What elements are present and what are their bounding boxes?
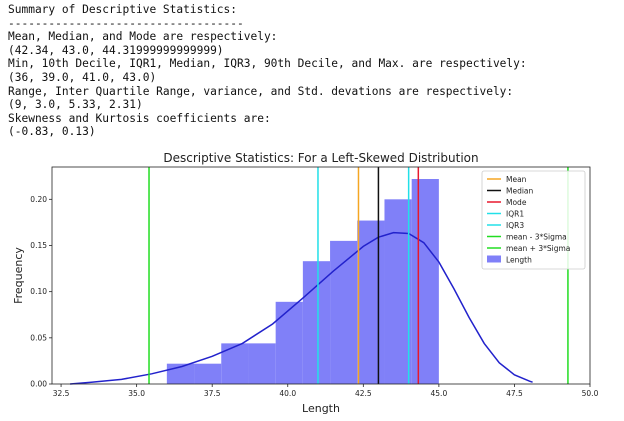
x-axis-label: Length	[302, 402, 340, 415]
chart-title: Descriptive Statistics: For a Left-Skewe…	[163, 151, 478, 165]
console-output: Summary of Descriptive Statistics: ------…	[8, 3, 527, 139]
console-line: Skewness and Kurtosis coefficients are:	[8, 111, 271, 125]
y-tick-label: 0.20	[30, 195, 47, 204]
x-tick-label: 37.5	[204, 389, 221, 398]
x-tick-label: 32.5	[53, 389, 70, 398]
console-line: Range, Inter Quartile Range, variance, a…	[8, 84, 514, 98]
legend-label: mean + 3*Sigma	[506, 244, 570, 253]
histogram-bar	[248, 343, 276, 384]
histogram-bar	[384, 199, 412, 384]
console-line: (36, 39.0, 41.0, 43.0)	[8, 70, 157, 84]
console-line: Mean, Median, and Mode are respectively:	[8, 30, 278, 44]
console-line: (-0.83, 0.13)	[8, 125, 96, 139]
histogram-bar	[194, 363, 222, 384]
descriptive-statistics-chart: Descriptive Statistics: For a Left-Skewe…	[12, 151, 599, 415]
legend: Mean Median Mode IQR1 IQR3 mean - 3*Sigma mean…	[481, 170, 586, 270]
legend-label: Mean	[506, 175, 527, 184]
x-tick-label: 40.0	[279, 389, 296, 398]
console-line: (9, 3.0, 5.33, 2.31)	[8, 98, 143, 112]
histogram-bar	[411, 179, 439, 384]
histogram-bar	[357, 220, 385, 384]
console-line: Min, 10th Decile, IQR1, Median, IQR3, 90…	[8, 57, 527, 71]
y-tick-label: 0.10	[30, 287, 47, 296]
histogram-bar	[302, 261, 331, 384]
histogram-bar	[330, 240, 358, 384]
x-tick-label: 47.5	[506, 389, 523, 398]
legend-label: mean - 3*Sigma	[506, 233, 567, 242]
legend-label: Median	[506, 187, 534, 196]
y-axis-label: Frequency	[12, 247, 25, 304]
legend-swatch	[487, 255, 501, 263]
y-tick-label: 0.00	[30, 380, 47, 389]
x-tick-label: 50.0	[582, 389, 599, 398]
console-line: (42.34, 43.0, 44.31999999999999)	[8, 43, 224, 57]
x-tick-label: 45.0	[431, 389, 448, 398]
x-tick-label: 35.0	[128, 389, 145, 398]
legend-label: Length	[506, 256, 532, 265]
console-line: -----------------------------------	[8, 16, 244, 30]
histogram-bar	[221, 343, 249, 384]
console-line: Summary of Descriptive Statistics:	[8, 3, 238, 16]
legend-label: Mode	[506, 198, 527, 207]
histogram-bar	[275, 301, 303, 384]
legend-box	[481, 170, 586, 270]
legend-label: IQR3	[506, 221, 524, 230]
y-tick-label: 0.05	[30, 333, 47, 342]
x-tick-label: 42.5	[355, 389, 372, 398]
y-tick-label: 0.15	[30, 241, 47, 250]
legend-label: IQR1	[506, 210, 524, 219]
plot-frame	[51, 166, 591, 385]
